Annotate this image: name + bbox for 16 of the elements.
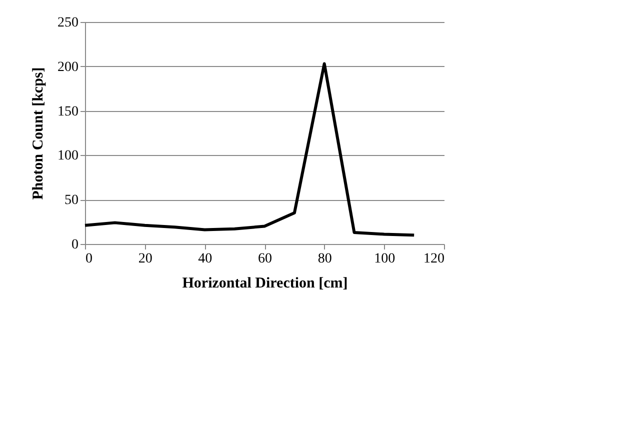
x-tick-label: 80 — [318, 252, 332, 266]
x-tick-label: 60 — [258, 252, 272, 266]
y-tick-label: 50 — [64, 193, 78, 208]
x-tick-label: 120 — [424, 252, 444, 266]
x-tick-label: 100 — [374, 252, 396, 266]
y-tick-label: 250 — [58, 16, 78, 30]
x-tick-label: 40 — [198, 252, 212, 266]
y-tick-label: 150 — [58, 104, 78, 120]
x-tick-label: 0 — [86, 252, 92, 266]
line-series — [84, 62, 416, 237]
y-axis-title: Photon Count [kcps] — [30, 67, 46, 200]
y-tick-label: 200 — [58, 60, 78, 75]
x-axis-title: Horizontal Direction [cm] — [182, 276, 348, 292]
y-tick-label: 0 — [72, 238, 78, 252]
x-tick-label: 20 — [138, 252, 152, 266]
y-tick-label: 100 — [58, 148, 78, 164]
